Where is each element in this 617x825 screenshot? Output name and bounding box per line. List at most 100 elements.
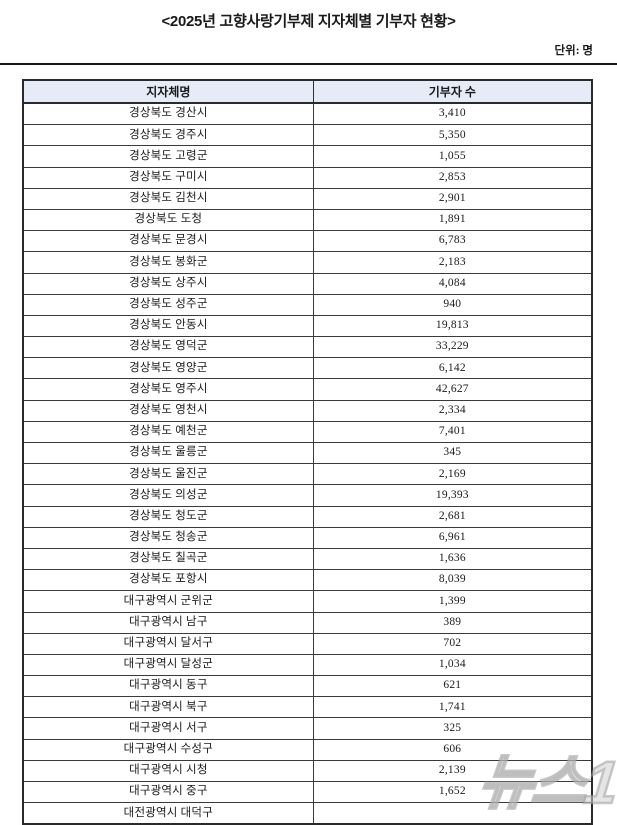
table-row: 대구광역시 달성군 1,034 bbox=[22, 653, 593, 677]
municipality-cell: 경상북도 청도군 bbox=[22, 505, 314, 528]
municipality-cell: 경상북도 칠곡군 bbox=[22, 547, 314, 571]
donor-count-cell: 345 bbox=[312, 441, 593, 465]
donor-count-cell: 1,741 bbox=[312, 696, 593, 719]
municipality-cell: 경상북도 도청 bbox=[22, 208, 314, 232]
donor-count-cell: 2,853 bbox=[312, 166, 593, 189]
municipality-cell: 경상북도 영덕군 bbox=[22, 336, 314, 359]
municipality-cell: 경상북도 의성군 bbox=[22, 484, 314, 507]
municipality-cell: 경상북도 영양군 bbox=[22, 357, 314, 380]
municipality-cell: 대구광역시 시청 bbox=[22, 759, 314, 783]
donor-table: 지자체명 기부자 수 경상북도 경산시 3,410 경상북도 경주시 5,350 경상북… bbox=[22, 79, 593, 825]
donor-count-cell: 1,652 bbox=[312, 780, 593, 804]
donor-count-cell: 7,401 bbox=[312, 420, 593, 444]
donor-count-cell: 4,084 bbox=[312, 272, 593, 295]
table-row: 대구광역시 달서구 702 bbox=[22, 632, 593, 655]
municipality-cell: 경상북도 영천시 bbox=[22, 399, 314, 422]
donor-count-cell: 6,961 bbox=[312, 526, 593, 549]
table-row: 경상북도 고령군 1,055 bbox=[22, 145, 593, 168]
table-row: 경상북도 구미시 2,853 bbox=[22, 166, 593, 189]
table-row: 경상북도 영덕군 33,229 bbox=[22, 336, 593, 359]
municipality-cell: 대구광역시 군위군 bbox=[22, 590, 314, 613]
donor-count-cell: 19,813 bbox=[312, 314, 593, 338]
municipality-cell: 대구광역시 달서구 bbox=[22, 632, 314, 655]
table-row: 경상북도 김천시 2,901 bbox=[22, 187, 593, 210]
municipality-cell: 경상북도 예천군 bbox=[22, 420, 314, 444]
donor-count-cell: 1,055 bbox=[312, 145, 593, 168]
donor-count-cell: 1,891 bbox=[312, 208, 593, 232]
table-row: 경상북도 문경시 6,783 bbox=[22, 230, 593, 253]
municipality-cell: 경상북도 울릉군 bbox=[22, 441, 314, 465]
municipality-cell: 경상북도 봉화군 bbox=[22, 251, 314, 274]
table-row: 경상북도 성주군 940 bbox=[22, 293, 593, 316]
table-row: 경상북도 칠곡군 1,636 bbox=[22, 547, 593, 571]
donor-count-cell: 2,169 bbox=[312, 463, 593, 486]
table-row: 경상북도 의성군 19,393 bbox=[22, 484, 593, 507]
table-row: 대구광역시 북구 1,741 bbox=[22, 696, 593, 719]
municipality-cell: 대구광역시 동구 bbox=[22, 675, 314, 698]
donor-count-cell: 325 bbox=[312, 717, 593, 740]
municipality-cell: 대구광역시 서구 bbox=[22, 717, 314, 740]
table-row: 경상북도 예천군 7,401 bbox=[22, 420, 593, 444]
divider-rule bbox=[0, 63, 617, 65]
municipality-cell: 경상북도 영주시 bbox=[22, 378, 314, 401]
table-row: 경상북도 봉화군 2,183 bbox=[22, 251, 593, 274]
municipality-cell: 대구광역시 달성군 bbox=[22, 653, 314, 677]
municipality-cell: 대구광역시 남구 bbox=[22, 611, 314, 634]
table-row: 대구광역시 서구 325 bbox=[22, 717, 593, 740]
col-header-municipality: 지자체명 bbox=[22, 79, 314, 104]
municipality-cell: 경상북도 고령군 bbox=[22, 145, 314, 168]
document-page: <2025년 고향사랑기부제 지자체별 기부자 현황> 단위: 명 지자체명 기… bbox=[0, 10, 617, 825]
donor-count-cell: 606 bbox=[312, 738, 593, 761]
donor-count-cell: 6,142 bbox=[312, 357, 593, 380]
donor-count-cell: 940 bbox=[312, 293, 593, 316]
table-row: 경상북도 영주시 42,627 bbox=[22, 378, 593, 401]
donor-count-cell: 42,627 bbox=[312, 378, 593, 401]
donor-count-cell: 19,393 bbox=[312, 484, 593, 507]
table-row: 경상북도 청송군 6,961 bbox=[22, 526, 593, 549]
table-row: 경상북도 상주시 4,084 bbox=[22, 272, 593, 295]
table-row: 대구광역시 수성구 606 bbox=[22, 738, 593, 761]
donor-count-cell: 2,901 bbox=[312, 187, 593, 210]
table-row: 경상북도 영천시 2,334 bbox=[22, 399, 593, 422]
municipality-cell: 경상북도 김천시 bbox=[22, 187, 314, 210]
donor-count-cell: 2,139 bbox=[312, 759, 593, 783]
table-row: 대구광역시 중구 1,652 bbox=[22, 780, 593, 804]
municipality-cell: 대전광역시 대덕구 bbox=[22, 802, 314, 825]
donor-count-cell: 389 bbox=[312, 611, 593, 634]
donor-count-cell: 1,636 bbox=[312, 547, 593, 571]
municipality-cell: 대구광역시 수성구 bbox=[22, 738, 314, 761]
table-row: 경상북도 경주시 5,350 bbox=[22, 124, 593, 147]
table-row: 경상북도 청도군 2,681 bbox=[22, 505, 593, 528]
table-row: 경상북도 영양군 6,142 bbox=[22, 357, 593, 380]
table-row: 대구광역시 시청 2,139 bbox=[22, 759, 593, 783]
unit-label: 단위: 명 bbox=[554, 45, 593, 57]
donor-count-cell: 2,681 bbox=[312, 505, 593, 528]
table-row: 대구광역시 동구 621 bbox=[22, 675, 593, 698]
table-row: 경상북도 도청 1,891 bbox=[22, 208, 593, 232]
table-header-row: 지자체명 기부자 수 bbox=[22, 79, 593, 104]
table-row: 경상북도 경산시 3,410 bbox=[22, 102, 593, 126]
municipality-cell: 대구광역시 북구 bbox=[22, 696, 314, 719]
donor-count-cell: 3,410 bbox=[312, 102, 593, 126]
municipality-cell: 경상북도 포항시 bbox=[22, 569, 314, 592]
municipality-cell: 경상북도 경주시 bbox=[22, 124, 314, 147]
table-row: 경상북도 안동시 19,813 bbox=[22, 314, 593, 338]
municipality-cell: 대구광역시 중구 bbox=[22, 780, 314, 804]
municipality-cell: 경상북도 경산시 bbox=[22, 102, 314, 126]
table-row: 경상북도 포항시 8,039 bbox=[22, 569, 593, 592]
municipality-cell: 경상북도 문경시 bbox=[22, 230, 314, 253]
municipality-cell: 경상북도 상주시 bbox=[22, 272, 314, 295]
donor-count-cell: 8,039 bbox=[312, 569, 593, 592]
donor-count-cell: 1,399 bbox=[312, 590, 593, 613]
col-header-donor-count: 기부자 수 bbox=[312, 79, 593, 104]
donor-count-cell: 1,034 bbox=[312, 653, 593, 677]
municipality-cell: 경상북도 안동시 bbox=[22, 314, 314, 338]
donor-count-cell bbox=[312, 802, 593, 825]
table-row-partial: 대전광역시 대덕구 bbox=[22, 802, 593, 825]
municipality-cell: 경상북도 청송군 bbox=[22, 526, 314, 549]
donor-count-cell: 2,183 bbox=[312, 251, 593, 274]
table-row: 대구광역시 군위군 1,399 bbox=[22, 590, 593, 613]
table-row: 대구광역시 남구 389 bbox=[22, 611, 593, 634]
page-title: <2025년 고향사랑기부제 지자체별 기부자 현황> bbox=[161, 13, 456, 30]
municipality-cell: 경상북도 울진군 bbox=[22, 463, 314, 486]
